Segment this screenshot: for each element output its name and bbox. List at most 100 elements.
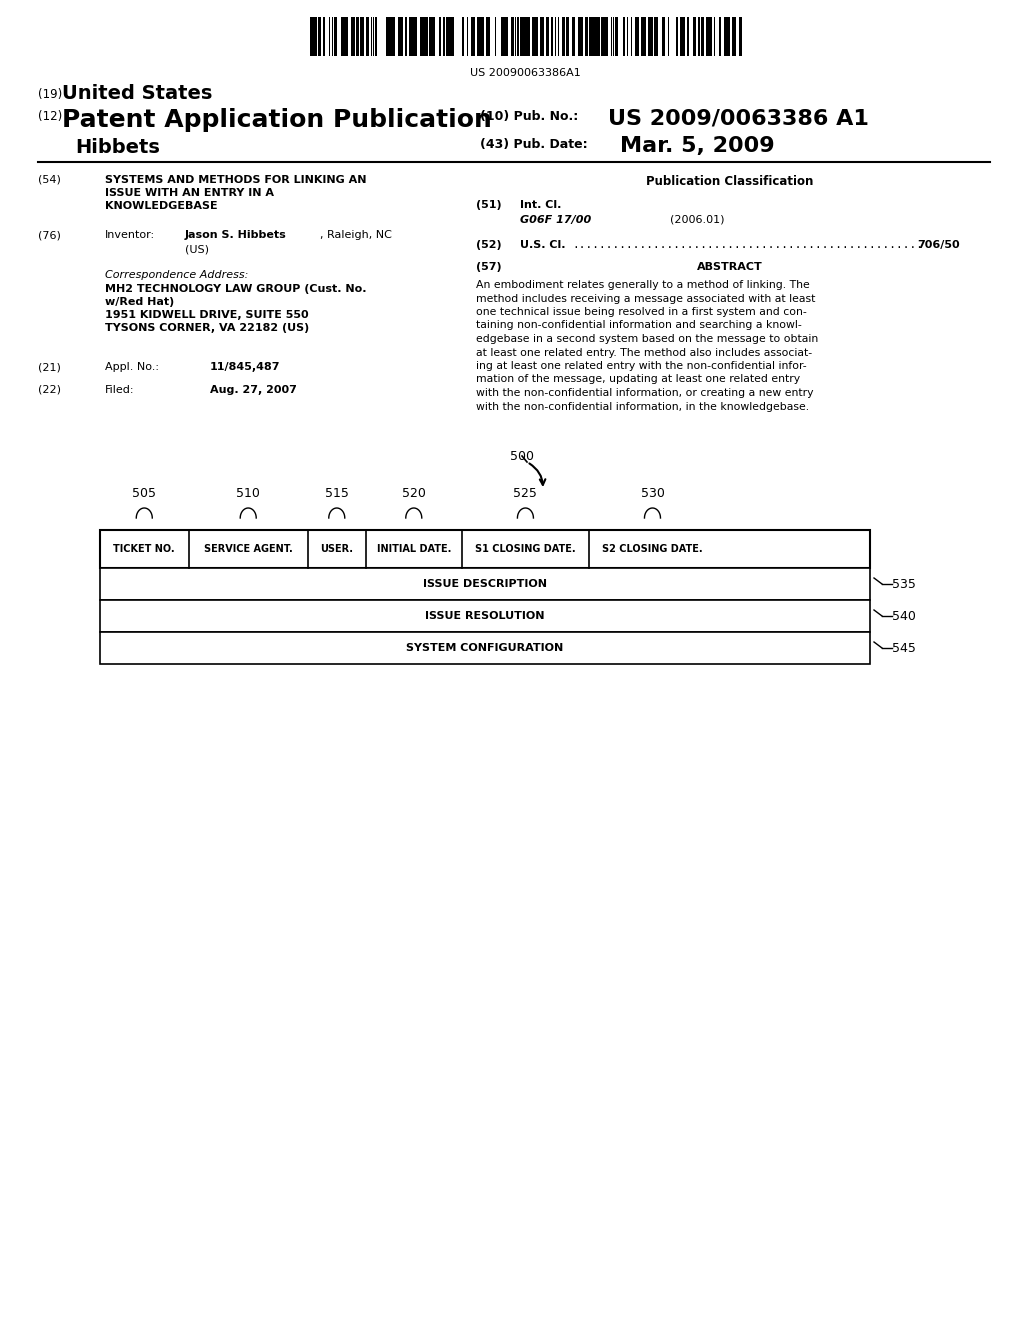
Bar xyxy=(406,17,407,55)
Bar xyxy=(318,17,321,55)
Bar xyxy=(591,17,593,55)
Text: S2 CLOSING DATE.: S2 CLOSING DATE. xyxy=(602,544,702,554)
Text: 1951 KIDWELL DRIVE, SUITE 550: 1951 KIDWELL DRIVE, SUITE 550 xyxy=(105,310,308,319)
Text: (43) Pub. Date:: (43) Pub. Date: xyxy=(480,139,588,150)
Bar xyxy=(486,17,488,55)
Bar xyxy=(682,17,685,55)
Bar xyxy=(356,17,359,55)
Bar xyxy=(414,17,416,55)
Text: Patent Application Publication: Patent Application Publication xyxy=(62,108,492,132)
Bar xyxy=(375,17,377,55)
Bar xyxy=(360,17,362,55)
Bar xyxy=(366,17,369,55)
Text: 11/845,487: 11/845,487 xyxy=(210,362,281,372)
Text: Aug. 27, 2007: Aug. 27, 2007 xyxy=(210,385,297,395)
Text: edgebase in a second system based on the message to obtain: edgebase in a second system based on the… xyxy=(476,334,818,345)
Bar xyxy=(532,17,535,55)
Bar xyxy=(595,17,598,55)
Text: Mar. 5, 2009: Mar. 5, 2009 xyxy=(620,136,774,156)
Bar xyxy=(623,17,625,55)
Bar xyxy=(351,17,353,55)
Text: ABSTRACT: ABSTRACT xyxy=(697,261,763,272)
Bar xyxy=(551,17,553,55)
Text: (2006.01): (2006.01) xyxy=(670,215,725,224)
Bar xyxy=(579,17,581,55)
Bar xyxy=(701,17,705,55)
Text: USER.: USER. xyxy=(321,544,353,554)
Text: TYSONS CORNER, VA 22182 (US): TYSONS CORNER, VA 22182 (US) xyxy=(105,323,309,333)
Bar xyxy=(422,17,425,55)
Text: Publication Classification: Publication Classification xyxy=(646,176,814,187)
Text: Inventor:: Inventor: xyxy=(105,230,155,240)
Bar xyxy=(409,17,411,55)
Text: US 20090063386A1: US 20090063386A1 xyxy=(470,69,581,78)
Text: 540: 540 xyxy=(892,610,915,623)
Bar xyxy=(732,17,735,55)
Text: (54): (54) xyxy=(38,176,60,185)
Bar xyxy=(589,17,591,55)
Text: Hibbets: Hibbets xyxy=(75,139,160,157)
Bar xyxy=(506,17,508,55)
Bar xyxy=(345,17,348,55)
Bar xyxy=(581,17,583,55)
Text: (52): (52) xyxy=(476,240,502,249)
Bar xyxy=(651,17,653,55)
Text: An embodiment relates generally to a method of linking. The: An embodiment relates generally to a met… xyxy=(476,280,810,290)
Text: (19): (19) xyxy=(38,88,62,102)
Bar xyxy=(676,17,678,55)
Text: 530: 530 xyxy=(641,487,665,500)
Text: 510: 510 xyxy=(237,487,260,500)
Text: 520: 520 xyxy=(401,487,426,500)
Text: S1 CLOSING DATE.: S1 CLOSING DATE. xyxy=(475,544,575,554)
Bar xyxy=(616,17,618,55)
Text: ....................................................: ........................................… xyxy=(572,240,923,249)
Bar xyxy=(342,17,345,55)
Text: ISSUE RESOLUTION: ISSUE RESOLUTION xyxy=(425,611,545,620)
Text: (51): (51) xyxy=(476,201,502,210)
Bar xyxy=(100,531,870,568)
Text: 535: 535 xyxy=(892,578,915,590)
Bar xyxy=(604,17,607,55)
Bar xyxy=(541,17,544,55)
Bar xyxy=(412,17,414,55)
Text: ISSUE WITH AN ENTRY IN A: ISSUE WITH AN ENTRY IN A xyxy=(105,187,274,198)
Bar xyxy=(429,17,432,55)
Bar xyxy=(528,17,530,55)
Text: MH2 TECHNOLOGY LAW GROUP (Cust. No.: MH2 TECHNOLOGY LAW GROUP (Cust. No. xyxy=(105,284,367,294)
Bar xyxy=(524,17,526,55)
Bar xyxy=(451,17,454,55)
Bar xyxy=(644,17,646,55)
Bar xyxy=(526,17,528,55)
Text: , Raleigh, NC: , Raleigh, NC xyxy=(319,230,392,240)
Text: 505: 505 xyxy=(132,487,157,500)
Bar xyxy=(389,17,391,55)
Bar xyxy=(353,17,355,55)
Bar xyxy=(477,17,479,55)
Bar xyxy=(710,17,712,55)
Text: 525: 525 xyxy=(513,487,538,500)
Bar xyxy=(535,17,538,55)
Bar xyxy=(687,17,689,55)
Bar xyxy=(593,17,595,55)
Text: US 2009/0063386 A1: US 2009/0063386 A1 xyxy=(608,108,869,128)
Bar xyxy=(503,17,505,55)
Text: (10) Pub. No.:: (10) Pub. No.: xyxy=(480,110,579,123)
Bar xyxy=(517,17,519,55)
Text: Int. Cl.: Int. Cl. xyxy=(520,201,561,210)
Bar xyxy=(641,17,644,55)
Bar xyxy=(563,17,565,55)
Text: (12): (12) xyxy=(38,110,62,123)
Text: Appl. No.:: Appl. No.: xyxy=(105,362,159,372)
Bar xyxy=(472,17,474,55)
Text: G06F 17/00: G06F 17/00 xyxy=(520,215,591,224)
Bar xyxy=(100,568,870,601)
Text: INITIAL DATE.: INITIAL DATE. xyxy=(377,544,451,554)
Bar xyxy=(449,17,451,55)
Bar xyxy=(420,17,422,55)
Text: (76): (76) xyxy=(38,230,60,240)
Text: 706/50: 706/50 xyxy=(918,240,961,249)
Text: method includes receiving a message associated with at least: method includes receiving a message asso… xyxy=(476,293,815,304)
Text: taining non-confidential information and searching a knowl-: taining non-confidential information and… xyxy=(476,321,802,330)
Text: Jason S. Hibbets: Jason S. Hibbets xyxy=(185,230,287,240)
Bar xyxy=(488,17,490,55)
